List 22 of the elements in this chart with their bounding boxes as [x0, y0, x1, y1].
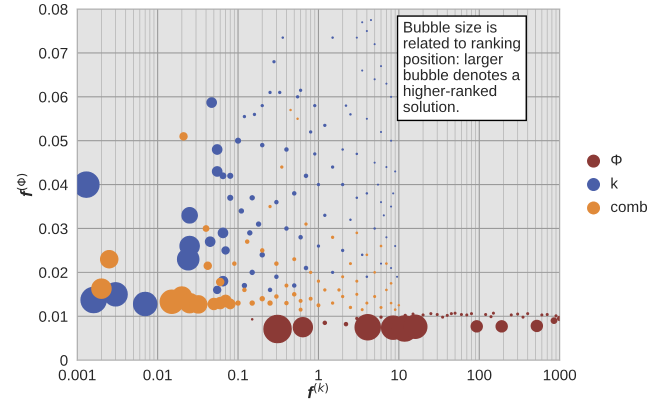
legend-label: k [611, 177, 618, 189]
legend-label: comb [610, 200, 648, 212]
x-tick-label: 0.001 [58, 370, 96, 380]
x-tick-label: 1 [315, 370, 322, 380]
y-tick-label: 0.07 [39, 48, 68, 59]
y-tick-label: 0.03 [39, 223, 68, 234]
x-tick-label: 0.01 [143, 370, 172, 380]
annotation: Bubble size is related to ranking position: larger bubble denotes a higher-ranked solution. [403, 21, 520, 112]
x-tick-label: 0.1 [228, 370, 248, 380]
legend-label: Φ [611, 154, 622, 166]
x-tick-label: 100 [468, 370, 492, 380]
y-tick-label: 0 [60, 355, 68, 366]
y-tick-label: 0.02 [39, 267, 68, 278]
y-tick-label: 0.06 [39, 92, 68, 103]
y-tick-label: 0.01 [39, 311, 68, 322]
y-tick-label: 0.05 [39, 136, 68, 146]
x-axis-title: f$^{(k)}$ [308, 382, 328, 398]
y-axis-title: f$^{(Φ)}$ [16, 174, 32, 196]
y-tick-label: 0.04 [39, 179, 68, 190]
y-tick-label: 0.08 [39, 4, 68, 15]
x-tick-label: 1000 [544, 370, 576, 380]
x-tick-label: 10 [392, 370, 407, 380]
